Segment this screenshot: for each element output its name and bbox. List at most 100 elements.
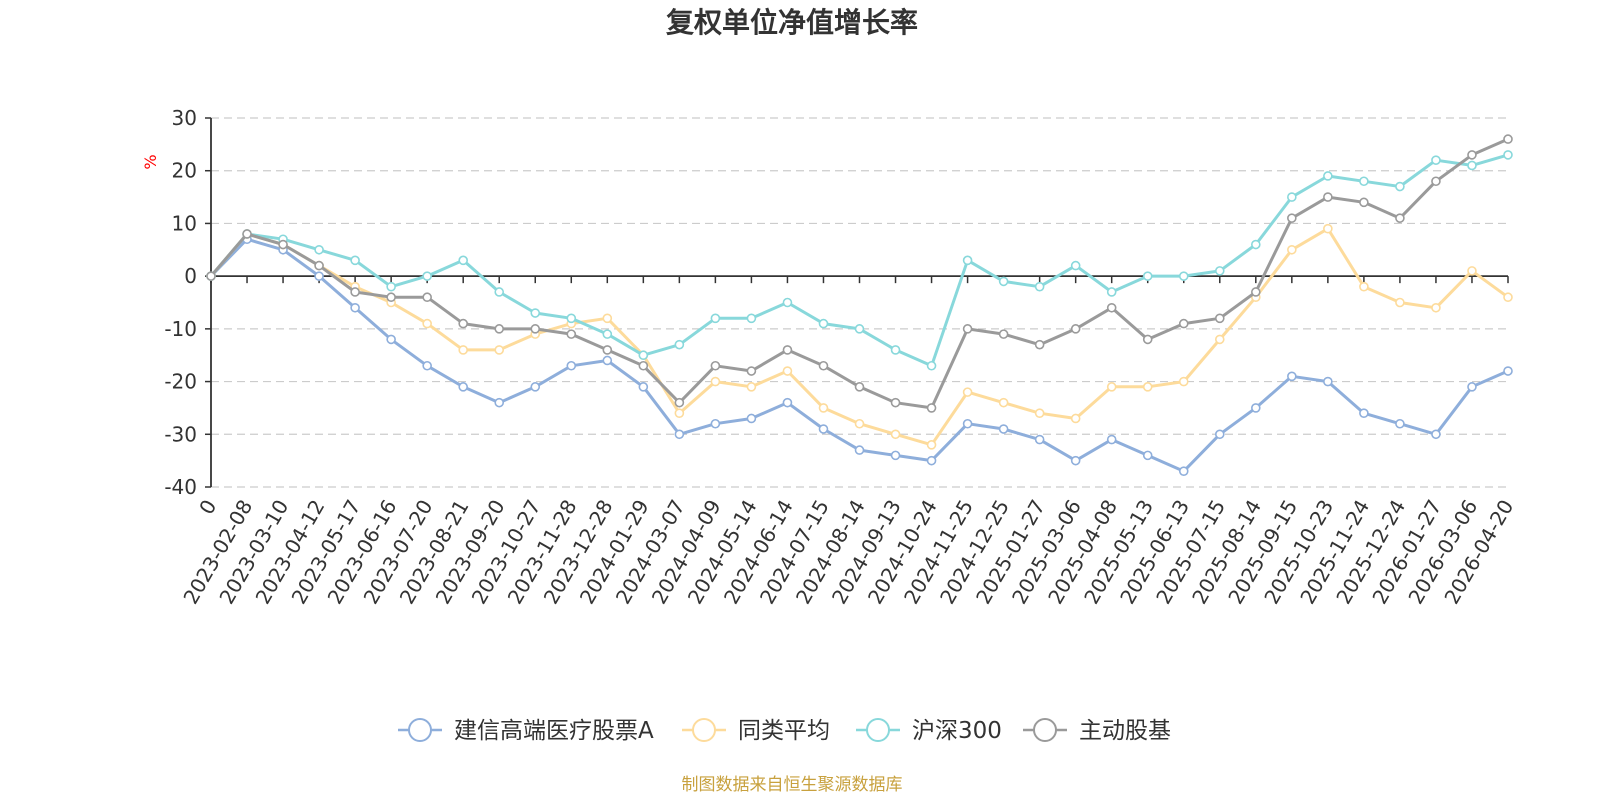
- data-point: [1034, 434, 1045, 445]
- data-point: [422, 271, 432, 281]
- data-point: [1214, 334, 1225, 345]
- y-tick-label: 10: [172, 211, 197, 235]
- data-point: [314, 271, 324, 281]
- y-tick-label: -30: [164, 422, 197, 446]
- data-point: [926, 403, 937, 413]
- data-point: [458, 255, 468, 266]
- legend-item[interactable]: 同类平均: [682, 718, 830, 744]
- data-point: [566, 360, 577, 371]
- data-point: [1142, 271, 1153, 281]
- data-point: [998, 276, 1009, 287]
- data-point: [1287, 371, 1297, 382]
- data-point: [458, 318, 468, 329]
- legend-marker-icon: [692, 718, 716, 742]
- series-line: [209, 227, 1509, 447]
- legend-marker-icon: [866, 718, 890, 742]
- data-point: [890, 450, 901, 461]
- series-3: [206, 134, 1513, 413]
- data-point: [818, 318, 829, 329]
- data-point: [854, 418, 865, 429]
- legend-label: 主动股基: [1079, 718, 1171, 744]
- legend[interactable]: 建信高端医疗股票A 同类平均 沪深300 主动股基: [398, 718, 1171, 744]
- data-point: [998, 424, 1009, 434]
- data-point: [1359, 281, 1369, 292]
- legend-label: 建信高端医疗股票A: [454, 718, 654, 744]
- data-point: [782, 297, 793, 308]
- data-point: [782, 345, 793, 355]
- data-point: [890, 429, 901, 440]
- data-point: [350, 255, 360, 266]
- data-point: [1359, 176, 1369, 187]
- data-point: [818, 360, 829, 371]
- data-point: [1178, 376, 1189, 387]
- data-point: [1106, 382, 1117, 392]
- y-tick-label: 0: [184, 264, 197, 288]
- data-point: [1034, 281, 1045, 292]
- data-point: [242, 229, 252, 239]
- legend-item[interactable]: 建信高端医疗股票A: [398, 718, 654, 744]
- data-point: [422, 360, 432, 371]
- y-tick-label: -20: [164, 370, 197, 394]
- data-point: [278, 239, 288, 250]
- data-point: [710, 313, 721, 324]
- data-point: [530, 308, 541, 318]
- data-point: [710, 376, 721, 387]
- data-point: [602, 355, 613, 366]
- y-axis-unit-label: %: [141, 154, 160, 169]
- x-axis-tick-labels: 02023-02-082023-03-102023-04-122023-05-1…: [178, 495, 1518, 608]
- data-point: [962, 387, 973, 397]
- data-point: [566, 329, 577, 339]
- data-point: [1070, 260, 1081, 271]
- data-point: [350, 287, 360, 297]
- data-point: [1287, 244, 1297, 255]
- data-point: [818, 403, 829, 413]
- data-point: [1106, 434, 1117, 445]
- data-point: [854, 382, 865, 392]
- data-point: [854, 445, 865, 455]
- data-point: [1251, 403, 1261, 413]
- data-point: [782, 397, 793, 408]
- data-point: [1503, 292, 1513, 303]
- legend-item[interactable]: 沪深300: [856, 718, 1002, 744]
- data-point: [530, 382, 541, 392]
- legend-item[interactable]: 主动股基: [1023, 718, 1171, 744]
- data-point: [1323, 376, 1333, 387]
- data-point: [1178, 466, 1189, 476]
- data-source-note: 制图数据来自恒生聚源数据库: [682, 775, 903, 795]
- data-point: [350, 302, 360, 313]
- data-point: [1214, 266, 1225, 276]
- data-point: [1395, 213, 1405, 223]
- data-series: [206, 134, 1513, 476]
- chart-title: 复权单位净值增长率: [666, 6, 918, 39]
- data-point: [962, 324, 973, 334]
- data-point: [386, 334, 396, 345]
- data-point: [1323, 192, 1333, 202]
- data-point: [962, 418, 973, 429]
- data-point: [1467, 150, 1477, 160]
- data-point: [1287, 213, 1297, 223]
- data-point: [494, 287, 505, 297]
- data-point: [1214, 429, 1225, 440]
- data-point: [674, 429, 685, 440]
- data-point: [1395, 297, 1405, 308]
- data-point: [1070, 413, 1081, 424]
- data-point: [1503, 366, 1513, 376]
- y-tick-label: -40: [164, 475, 197, 499]
- data-point: [314, 260, 324, 271]
- data-point: [1395, 418, 1405, 429]
- data-point: [638, 360, 649, 371]
- data-point: [1467, 382, 1477, 392]
- legend-label: 沪深300: [912, 718, 1002, 744]
- series-line: [209, 137, 1509, 410]
- data-point: [746, 366, 757, 376]
- data-point: [746, 382, 757, 392]
- data-point: [998, 329, 1009, 339]
- data-point: [1178, 271, 1189, 281]
- data-point: [1323, 223, 1333, 234]
- data-point: [890, 397, 901, 408]
- data-point: [710, 418, 721, 429]
- data-point: [386, 281, 396, 292]
- series-1: [206, 223, 1513, 450]
- data-point: [494, 397, 505, 408]
- data-point: [458, 382, 468, 392]
